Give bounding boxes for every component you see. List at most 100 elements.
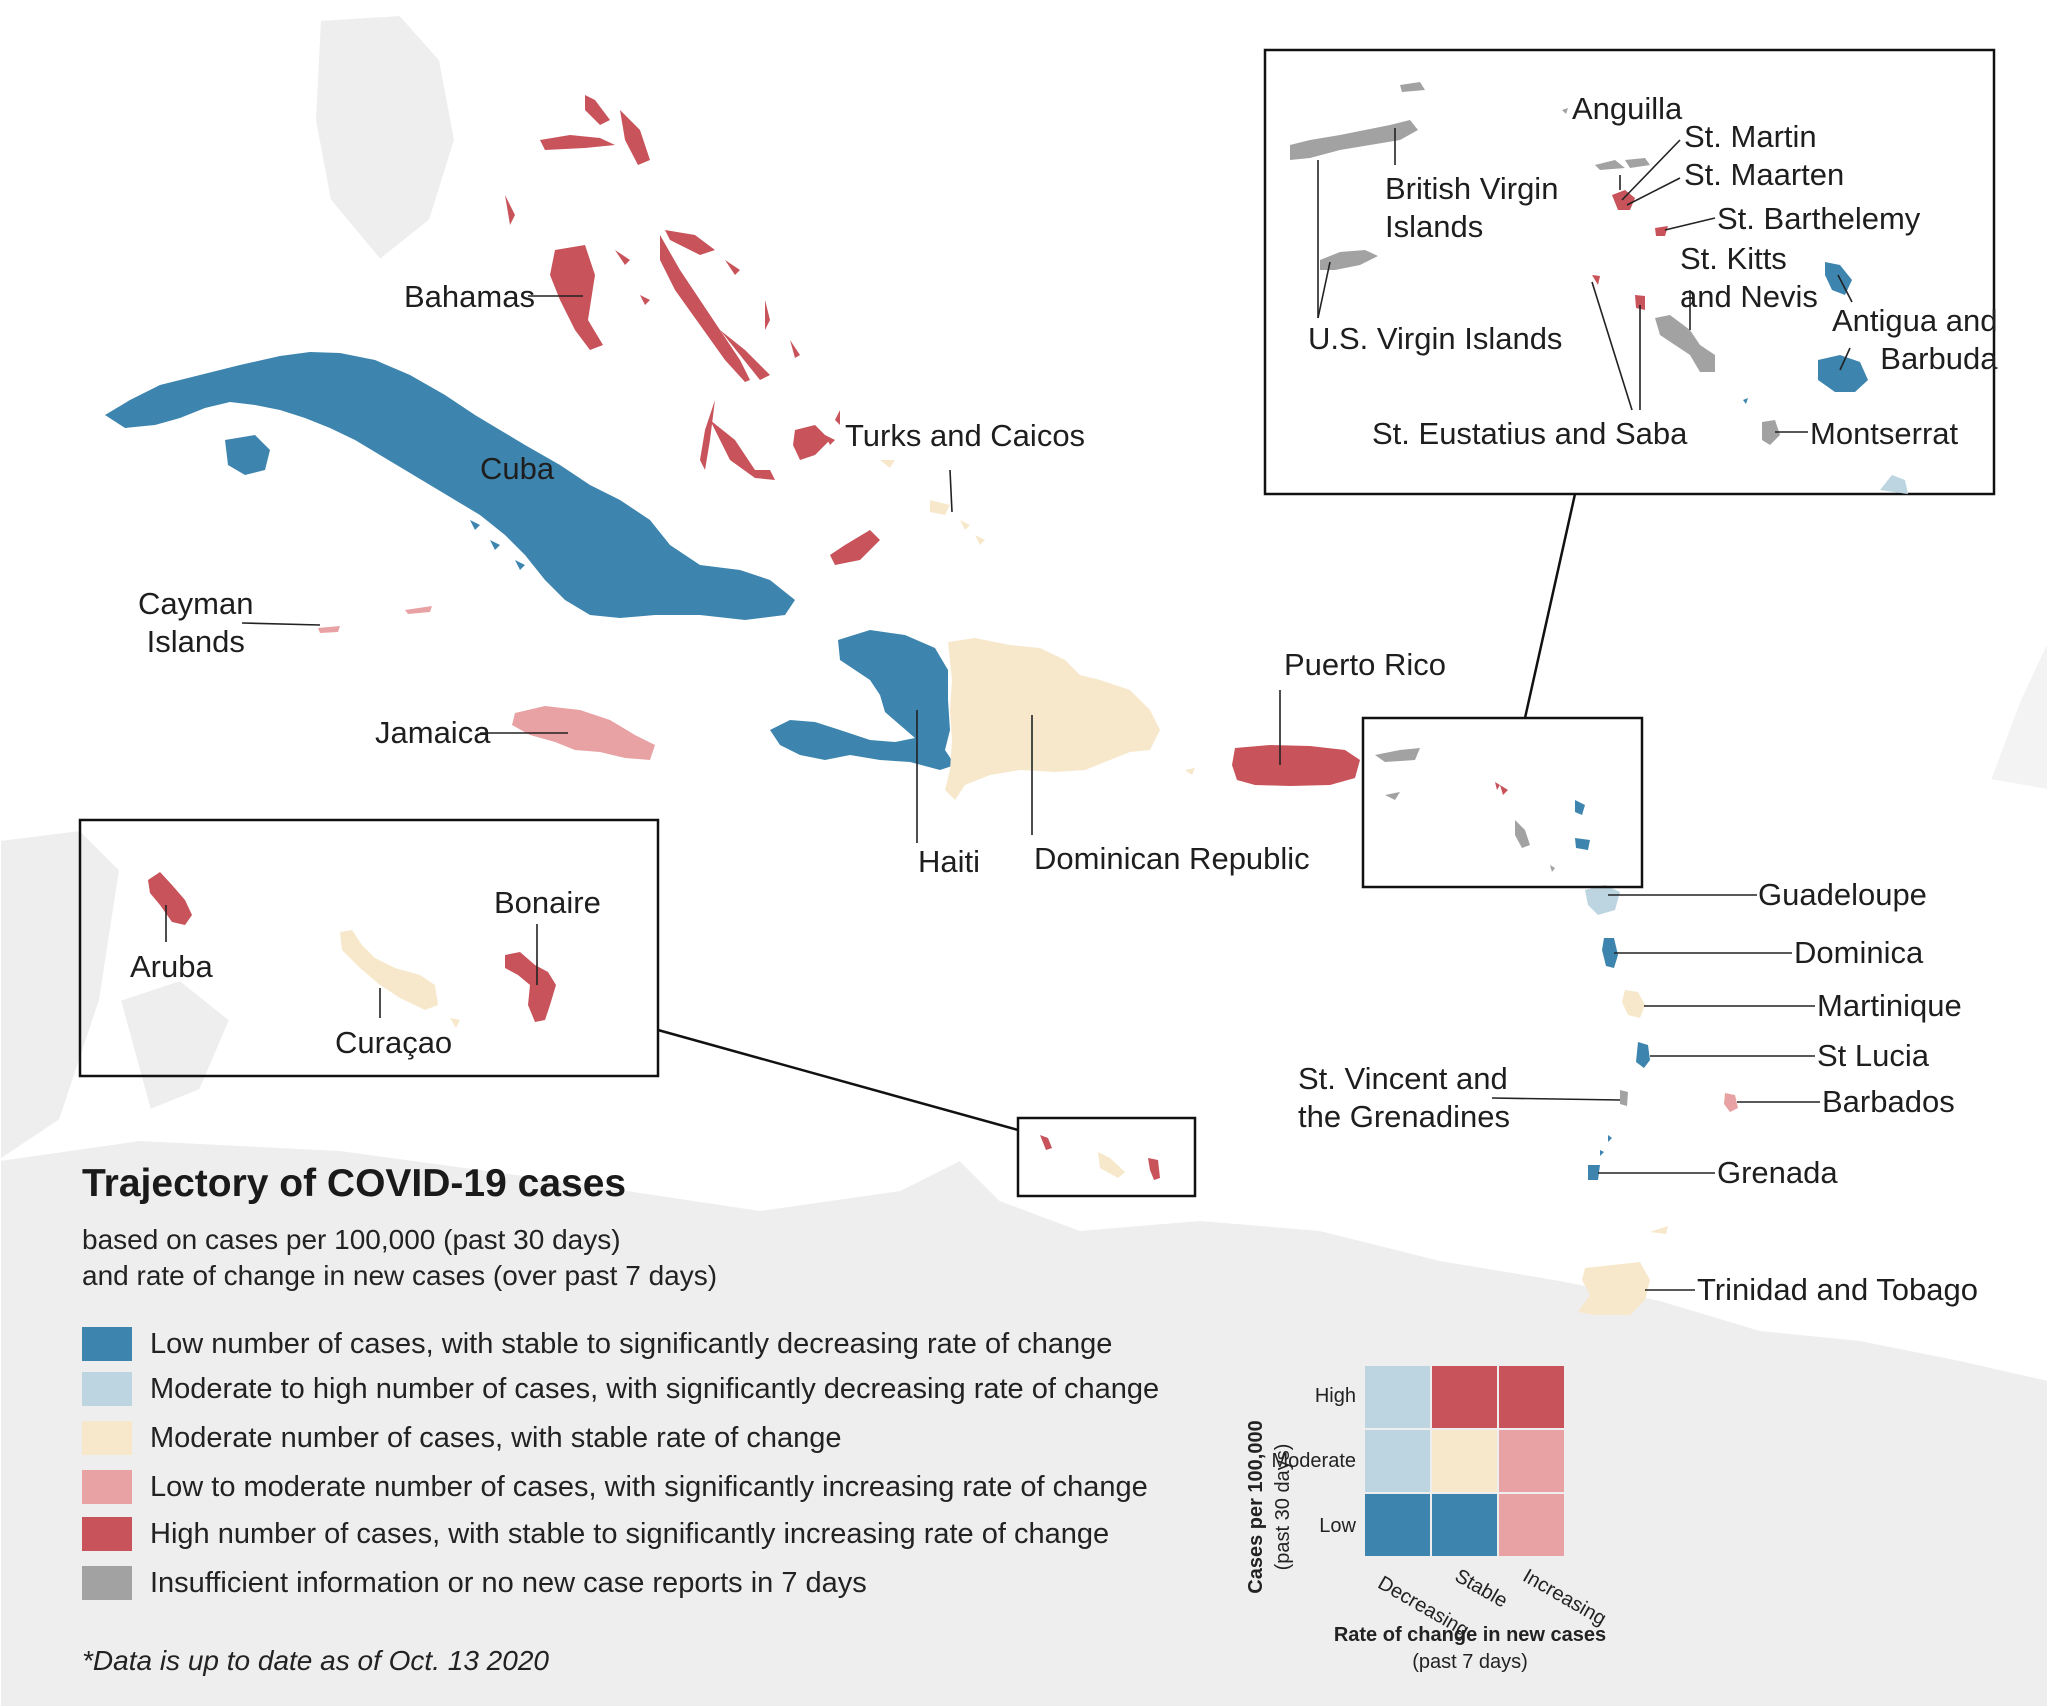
inset-saba-shape [1592,275,1600,285]
turks-caicos-shape [793,410,880,565]
label-bahamas: Bahamas [404,279,535,314]
legend-item-label: Moderate to high number of cases, with s… [150,1372,1160,1405]
small-aruba-shape [1040,1135,1052,1150]
legend-swatch [82,1421,132,1455]
label-puerto-rico: Puerto Rico [1284,647,1446,682]
label-martinique: Martinique [1817,988,1962,1023]
label-british-virgin: British Virgin Islands [1385,171,1559,244]
label-cayman: Cayman Islands [138,586,254,659]
inset-aruba-shape [148,872,192,925]
legend-subtitle-line2: and rate of change in new cases (over pa… [82,1260,718,1291]
matrix-row-label: Moderate [1271,1450,1357,1472]
isla-juventud-shape [225,435,270,475]
st-vincent-shape [1620,1090,1628,1106]
label-st-martin: St. Martin [1684,119,1817,154]
grenadines-dots [1600,1135,1612,1156]
martinique-shape [1622,990,1645,1018]
barbados-shape [1724,1093,1738,1112]
matrix-row-label: High [1314,1385,1356,1407]
matrix-cell [1499,1366,1564,1428]
puerto-rico-shape [1232,745,1360,786]
turks-caicos-light [880,460,985,545]
label-curacao: Curaçao [335,1025,453,1060]
small-curacao-shape [1098,1152,1125,1178]
inset-curacao-shape [340,930,438,1010]
matrix-cell [1432,1366,1497,1428]
label-jamaica: Jamaica [375,715,491,750]
label-anguilla: Anguilla [1572,91,1683,126]
label-st-lucia: St Lucia [1817,1038,1930,1073]
label-st-maarten: St. Maarten [1684,157,1845,192]
matrix-cell [1432,1430,1497,1492]
label-trinidad: Trinidad and Tobago [1697,1272,1978,1307]
matrix-y-title: Cases per 100,000 (past 30 days) [1243,1367,1297,1647]
inset-st-kitts-shape [1655,315,1715,372]
haiti-shape [770,630,955,770]
label-montserrat: Montserrat [1810,416,1959,451]
bahamas-shape [505,95,800,480]
inset-frames [78,48,1996,1198]
legend-item-label: Insufficient information or no new case … [150,1566,867,1599]
label-turks-caicos: Turks and Caicos [845,418,1086,453]
legend-subtitle: based on cases per 100,000 (past 30 days… [82,1222,717,1294]
legend-swatch [82,1566,132,1600]
label-us-virgin: U.S. Virgin Islands [1308,321,1563,356]
label-dominican-republic: Dominican Republic [1034,841,1310,876]
south-america-land [0,1138,2048,1707]
legend-item: High number of cases, with stable to sig… [82,1517,1109,1551]
st-lucia-shape [1636,1042,1650,1068]
matrix-x-title-line2: (past 7 days) [1412,1651,1528,1673]
matrix-y-title-line1: Cases per 100,000 [1245,1420,1267,1594]
east-land [1988,639,2048,792]
inset-st-barth-shape [1655,226,1668,236]
inset-antigua-shape [1818,355,1868,392]
label-barbados: Barbados [1822,1084,1955,1119]
inset-bonaire-shape [505,952,556,1022]
matrix-cell [1365,1366,1430,1428]
label-st-eustatius: St. Eustatius and Saba [1372,416,1688,451]
aruba-coast-land [118,978,232,1112]
matrix-x-title-line1: Rate of change in new cases [1333,1624,1607,1646]
legend-subtitle-line1: based on cases per 100,000 (past 30 days… [82,1224,621,1255]
abc-locator-frame [1016,1116,1197,1198]
inset-montserrat-shape [1762,420,1780,445]
small-bonaire-shape [1148,1158,1160,1180]
leader-lines [165,128,1853,1291]
legend-item: Low number of cases, with stable to sign… [82,1327,1112,1361]
legend-item-label: Low to moderate number of cases, with si… [150,1470,1148,1503]
cuba-shape [105,352,795,620]
background-land [0,13,2048,1707]
leeward-locator-frame [1361,716,1644,889]
legend-item: Moderate number of cases, with stable ra… [82,1421,842,1455]
label-antigua: Antigua and Barbuda [1832,303,1998,376]
label-grenada: Grenada [1717,1155,1838,1190]
grenada-shape [1588,1165,1600,1180]
label-dominica: Dominica [1794,935,1924,970]
inset-anguilla-etc [1562,108,1650,170]
inset-st-martin-shape [1612,190,1635,210]
inset-statia-shape [1635,295,1645,310]
guadeloupe-shape [1585,885,1620,915]
legend-item: Low to moderate number of cases, with si… [82,1470,1148,1504]
matrix-cell [1499,1430,1564,1492]
trinidad-shape [1578,1262,1650,1315]
label-bonaire: Bonaire [494,885,601,920]
dominican-shape [945,638,1160,800]
matrix-cell [1365,1494,1430,1556]
legend-swatch [82,1327,132,1361]
jamaica-shape [512,706,655,760]
legend-swatch [82,1372,132,1406]
matrix-legend [1365,1366,1564,1556]
matrix-cell [1432,1494,1497,1556]
label-aruba: Aruba [130,949,213,984]
label-st-barthelemy: St. Barthelemy [1717,201,1921,236]
label-haiti: Haiti [918,844,981,879]
matrix-x-title: Rate of change in new cases (past 7 days… [1310,1622,1630,1676]
lesser-antilles-small [1375,748,1555,872]
legend-swatch [82,1470,132,1504]
dominica-shape [1602,938,1618,968]
cayman-shape [318,606,432,633]
florida-land [313,13,457,262]
matrix-cell [1499,1494,1564,1556]
